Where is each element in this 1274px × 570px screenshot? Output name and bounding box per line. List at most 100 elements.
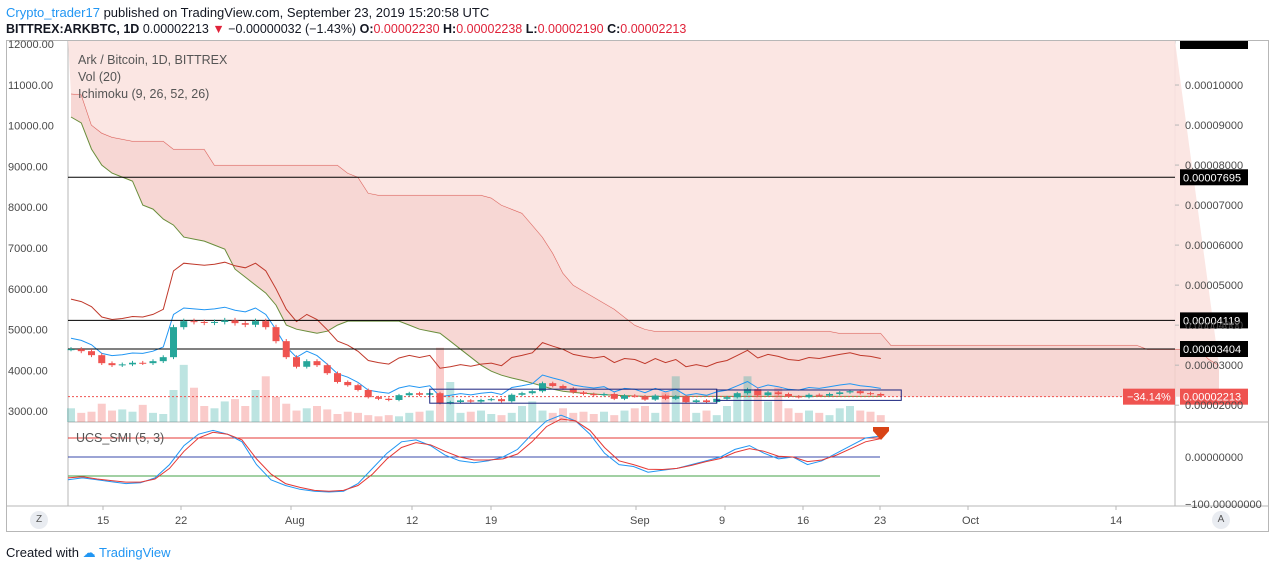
volume-bar [835, 408, 844, 422]
volume-bar [743, 376, 752, 422]
time-axis-tick: 22 [175, 515, 187, 527]
volume-bar [692, 412, 701, 422]
volume-bar [620, 410, 629, 422]
volume-bar [436, 347, 444, 422]
zoom-button[interactable]: Z [30, 511, 48, 529]
candle-body [569, 388, 577, 393]
clipped-tag [1180, 41, 1248, 49]
level-tag [1180, 312, 1248, 329]
volume-bar [343, 411, 352, 422]
candle-body [159, 357, 167, 362]
change-tag [1123, 388, 1175, 405]
candle-body [877, 393, 885, 396]
candle-body [129, 362, 136, 365]
candle-body [313, 361, 321, 366]
candle-body [252, 321, 259, 325]
volume-bar [302, 408, 311, 422]
osc-axis-tick: −100.00000000 [1185, 499, 1262, 511]
volume-bar [261, 376, 270, 422]
volume-bar [272, 396, 280, 422]
volume-bar [179, 364, 188, 422]
candle-body [139, 362, 147, 364]
left-axis-tick: 3000.00 [8, 406, 48, 418]
volume-bar [333, 414, 342, 422]
smi-fast-line [67, 414, 881, 493]
left-axis-tick: 8000.00 [8, 202, 48, 214]
candle-body [88, 351, 95, 356]
candle-body [703, 400, 710, 402]
high-value: 0.00002238 [456, 22, 523, 36]
candle-body [867, 393, 874, 395]
candle-body [180, 321, 188, 328]
candle-body [692, 400, 700, 402]
candle-body [651, 395, 659, 400]
level-tag-label: 0.00004119 [1183, 315, 1240, 327]
candle-body [836, 392, 844, 394]
candle-body [723, 397, 731, 399]
volume-bar [702, 410, 711, 422]
tradingview-brand[interactable]: TradingView [99, 545, 171, 560]
volume-bar [784, 408, 793, 422]
low-value: 0.00002190 [537, 22, 604, 36]
volume-bar [794, 412, 803, 422]
candle-body [528, 391, 536, 394]
price-tag [1180, 388, 1248, 405]
candle-body [508, 394, 516, 402]
osc-axis-tick: 0.00000000 [1185, 452, 1243, 464]
volume-bar [200, 406, 209, 422]
candle-body [467, 400, 475, 402]
chart-frame [6, 40, 1269, 532]
candle-body [446, 401, 454, 404]
time-axis-tick: 14 [1110, 515, 1122, 527]
volume-bar [825, 415, 834, 422]
volume-bar [67, 408, 75, 422]
time-axis-tick: 15 [97, 515, 109, 527]
volume-bar [589, 414, 598, 422]
candle-body [795, 396, 803, 398]
candle-body [549, 383, 557, 386]
author-link[interactable]: Crypto_trader17 [6, 5, 100, 20]
open-label: O: [359, 22, 374, 36]
candle-body [672, 396, 680, 399]
left-axis-tick: 4000.00 [8, 365, 48, 377]
upper-shade [68, 41, 1219, 366]
down-arrow-icon: ▼ [212, 22, 225, 36]
candle-body [590, 393, 598, 396]
tenkan-line [70, 306, 881, 398]
left-axis-tick: 5000.00 [8, 325, 48, 337]
down-arrow-marker-icon [873, 427, 889, 440]
price-change: −0.00000032 (−1.43%) [228, 22, 357, 36]
candle-body [826, 393, 833, 396]
right-axis-tick: 0.00005000 [1185, 280, 1243, 292]
volume-bar [251, 390, 260, 422]
level-tag [1180, 169, 1248, 186]
symbol-line: BITTREX:ARKBTC, 1D 0.00002213 ▼ −0.00000… [6, 22, 686, 36]
volume-bar [497, 415, 506, 422]
volume-bar [374, 416, 383, 422]
candle-body [354, 385, 362, 390]
symbol-label: BITTREX:ARKBTC, 1D [6, 22, 140, 36]
volume-bar [241, 406, 250, 422]
open-value: 0.00002230 [373, 22, 440, 36]
level-tag-label: 0.00007695 [1183, 172, 1241, 184]
candle-body [477, 399, 485, 402]
volume-bar [77, 412, 86, 422]
ichimoku-legend: Ichimoku (9, 26, 52, 26) [78, 87, 210, 101]
left-axis-tick: 11000.00 [8, 80, 53, 92]
candle-body [262, 321, 270, 328]
candle-body [764, 392, 772, 396]
candle-body [498, 399, 505, 402]
candle-body [303, 361, 311, 367]
volume-bar [190, 387, 198, 422]
smi-signal-line [67, 418, 881, 492]
candle-body [77, 349, 85, 352]
volume-bar [97, 403, 106, 422]
candle-body [774, 392, 782, 394]
auto-scale-button[interactable]: A [1212, 511, 1230, 529]
candle-body [416, 393, 423, 395]
volume-bar [538, 410, 547, 422]
candle-body [539, 383, 546, 392]
volume-bar [876, 415, 885, 422]
left-axis-tick: 6000.00 [8, 284, 48, 296]
